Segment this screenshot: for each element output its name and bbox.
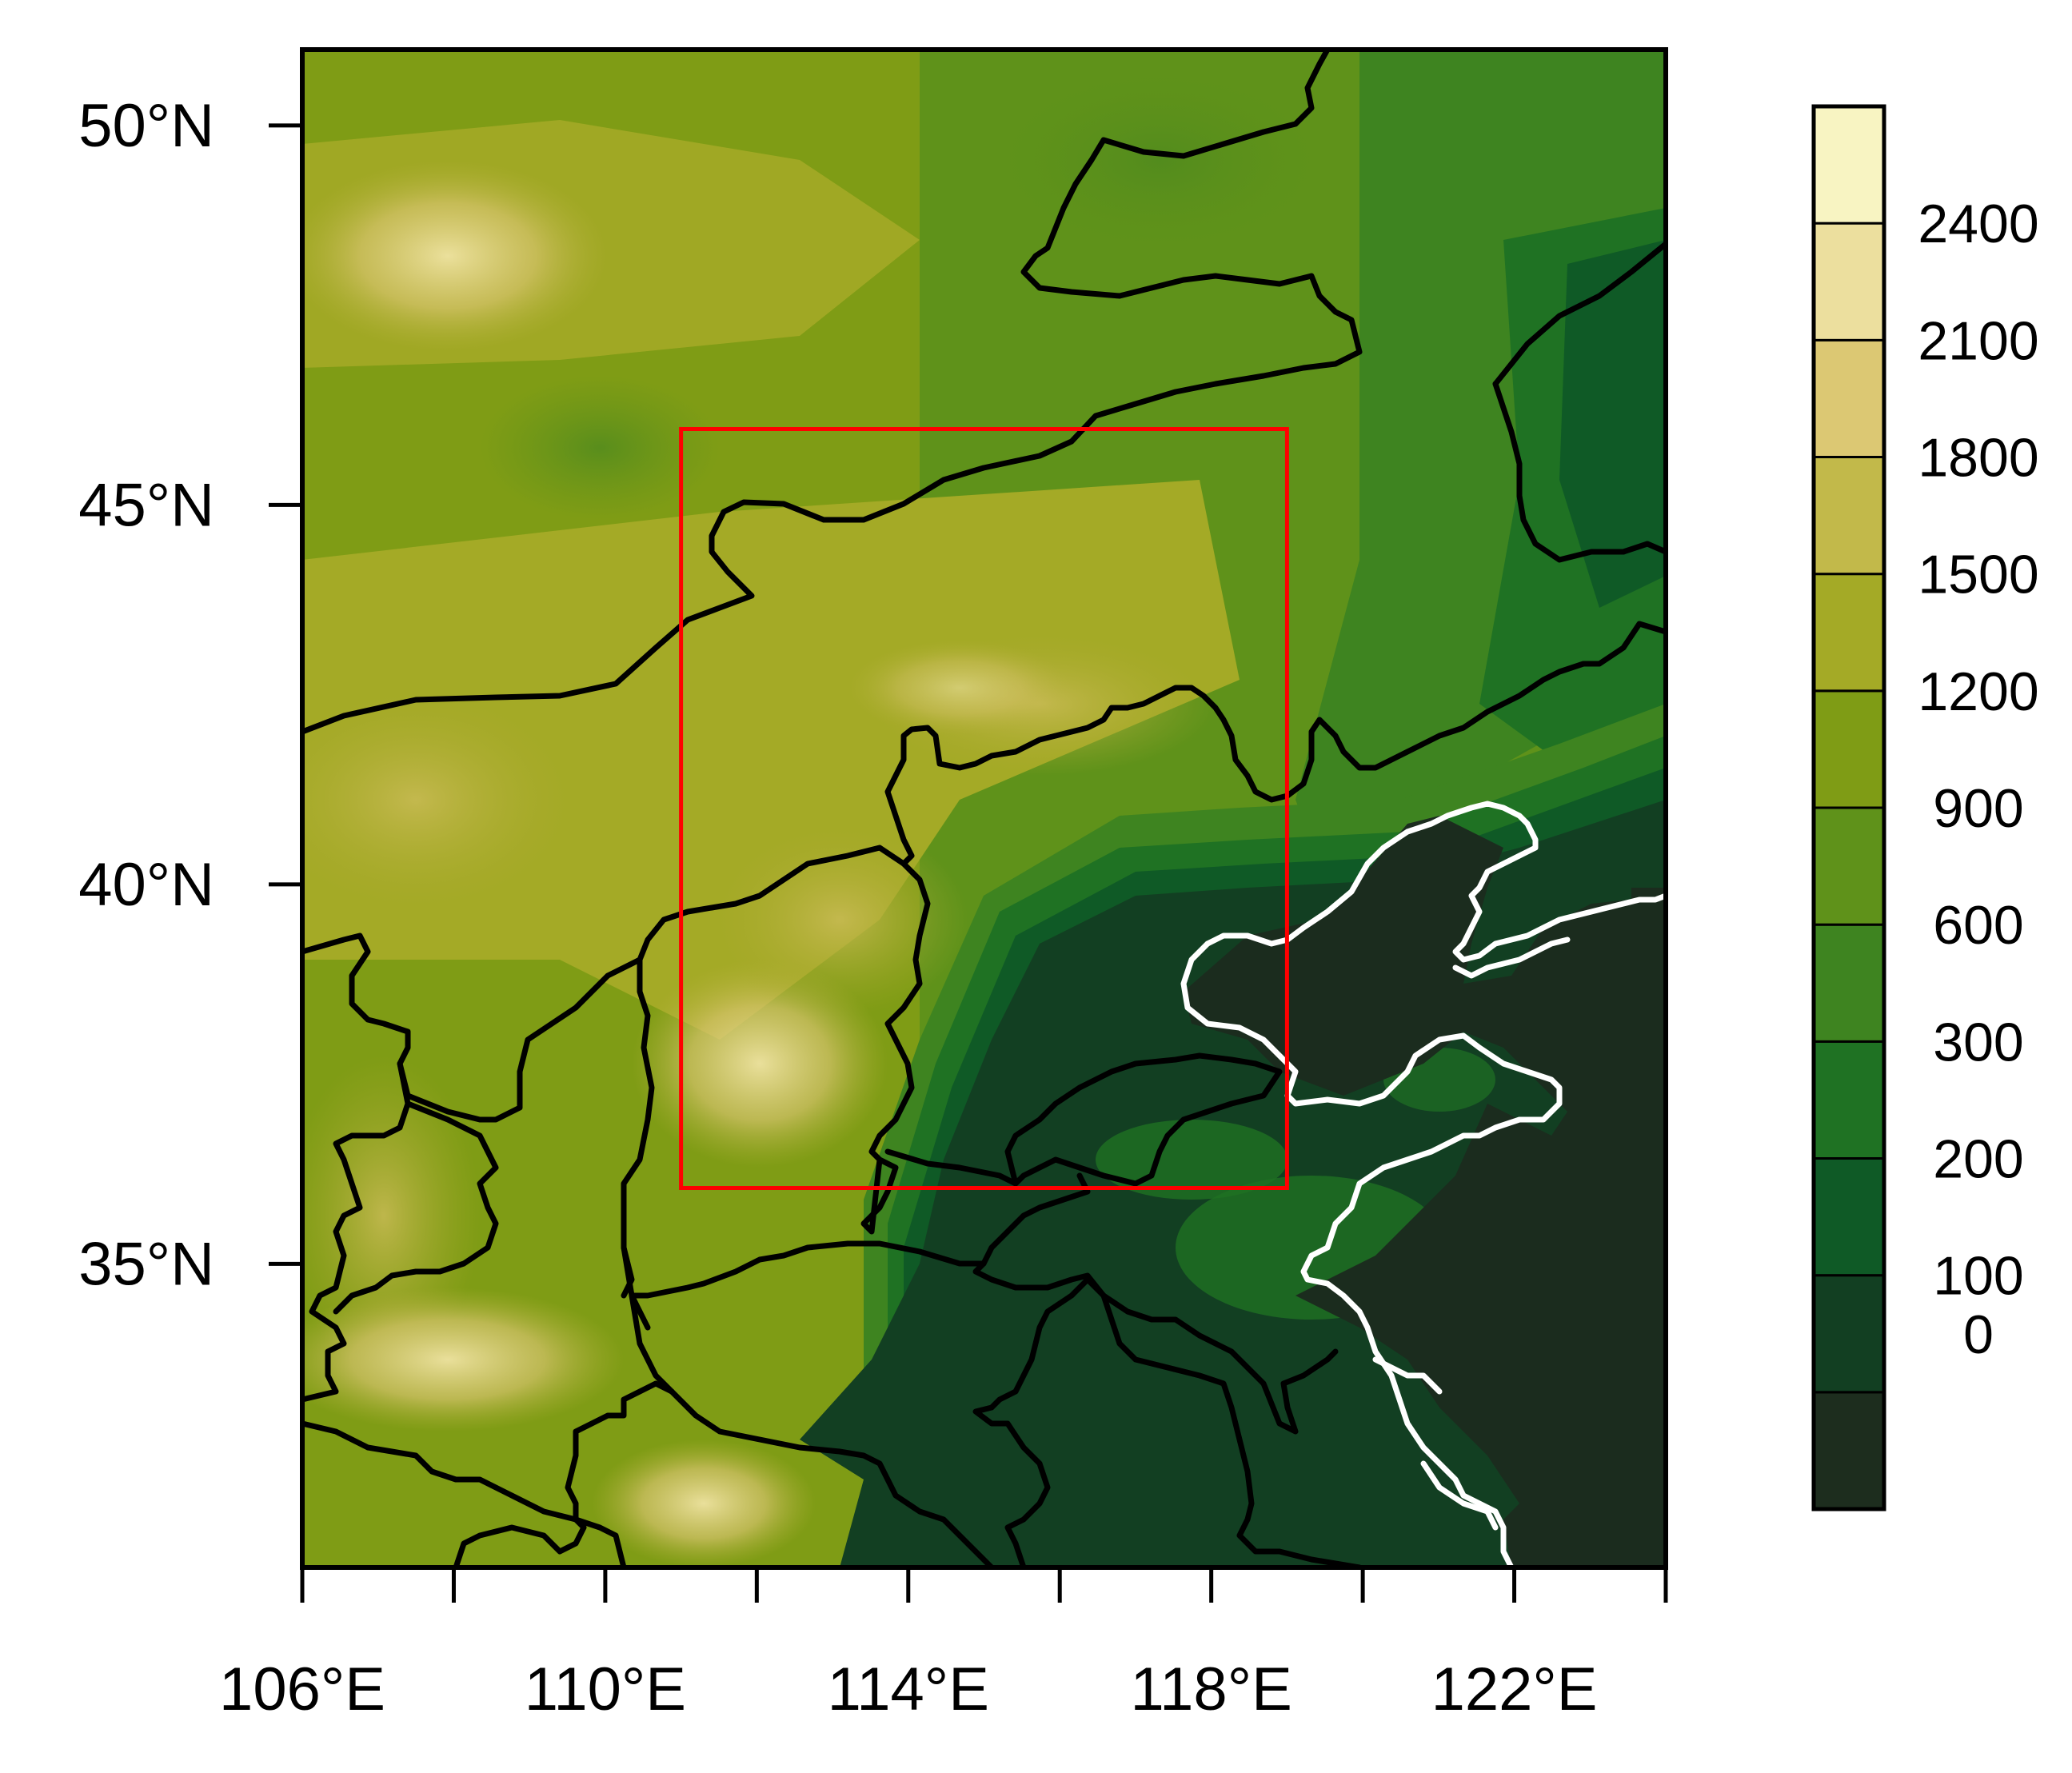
- colorbar-segment: [1812, 1274, 1886, 1394]
- colorbar-segment: [1812, 806, 1886, 926]
- colorbar-segment: [1812, 1040, 1886, 1160]
- colorbar-segment: [1812, 222, 1886, 341]
- colorbar-label: 2100: [1918, 310, 2038, 371]
- colorbar-segment: [1812, 456, 1886, 576]
- plot-frame: [300, 47, 1668, 1570]
- colorbar-label: 1200: [1918, 661, 2038, 722]
- lat-tick-label: 40°N: [78, 851, 214, 919]
- colorbar-label: 0: [1963, 1304, 1994, 1365]
- terrain-fill: [302, 50, 1666, 1567]
- colorbar-segment: [1812, 923, 1886, 1043]
- lon-tick-label: 106°E: [219, 1655, 385, 1723]
- lon-tick-label: 110°E: [525, 1655, 686, 1723]
- lat-tick-label: 35°N: [78, 1230, 214, 1298]
- colorbar-label: 900: [1933, 778, 2023, 839]
- lon-tick-label: 114°E: [828, 1655, 989, 1723]
- axis-tick-labels: 50°N 45°N 40°N 35°N 106°E 110°E 114°E 118°E 122°…: [78, 92, 1597, 1723]
- colorbar-label: 200: [1933, 1129, 2023, 1190]
- colorbar-frame: [1811, 104, 1886, 1511]
- colorbar-segment: [1812, 573, 1886, 693]
- colorbar-label: 100: [1933, 1246, 2023, 1307]
- colorbar-segment: [1812, 1157, 1886, 1277]
- political-borders: [302, 50, 1666, 1567]
- lon-tick-label: 118°E: [1131, 1655, 1292, 1723]
- colorbar-label: 1500: [1918, 545, 2038, 605]
- colorbar-segment: [1812, 338, 1886, 459]
- colorbar-segment: [1812, 105, 1886, 225]
- colorbar-label: 600: [1933, 895, 2023, 956]
- study-area-box: [679, 427, 1289, 1190]
- colorbar-segment: [1812, 1391, 1886, 1511]
- colorbar-label: 1800: [1918, 428, 2038, 489]
- coastline: [1180, 801, 1666, 1567]
- colorbar-label: 2400: [1918, 194, 2038, 254]
- lat-tick-label: 45°N: [78, 471, 214, 539]
- lon-tick-label: 122°E: [1431, 1655, 1598, 1723]
- colorbar-segment: [1812, 689, 1886, 809]
- colorbar-label: 300: [1933, 1012, 2023, 1072]
- axis-ticks: [269, 123, 1668, 1603]
- lat-tick-label: 50°N: [78, 92, 214, 160]
